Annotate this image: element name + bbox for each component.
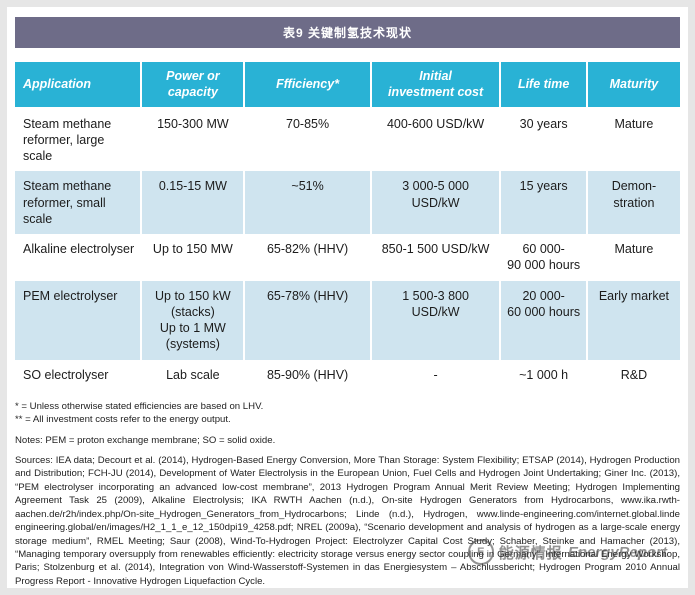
table-title-bar: 表9 关键制氢技术现状 <box>15 17 680 48</box>
table-cell: Steam methane reformer, small scale <box>15 171 142 234</box>
sources-paragraph: Sources: IEA data; Decourt et al. (2014)… <box>15 455 680 587</box>
table-cell: Mature <box>585 107 680 172</box>
table-cell: 30 years <box>499 107 587 172</box>
table-cell: 400-600 USD/kW <box>369 107 501 172</box>
table-cell: 60 000- 90 000 hours <box>499 234 587 281</box>
table-row: PEM electrolyser Up to 150 kW (stacks) U… <box>15 280 680 360</box>
table-title: 表9 关键制氢技术现状 <box>282 26 412 40</box>
header-cell-efficiency: Ffficiency* <box>243 62 371 109</box>
footnote-lhv: * = Unless otherwise stated efficiencies… <box>15 400 264 412</box>
table-row: Steam methane reformer, small scale 0.15… <box>15 171 680 234</box>
table-cell: 70-85% <box>243 107 371 172</box>
table-cell: 20 000- 60 000 hours <box>499 280 587 360</box>
table-cell: Alkaline electrolyser <box>23 242 135 256</box>
table-cell: 65-78% (HHV) <box>243 280 371 360</box>
header-cell-maturity: Maturity <box>585 62 680 109</box>
table-cell: 0.15-15 MW <box>140 171 245 234</box>
table-cell: - <box>369 359 501 390</box>
footnote-abbreviations: Notes: PEM = proton exchange membrane; S… <box>15 434 276 446</box>
table-cell: Lab scale <box>140 359 245 390</box>
table-cell: 15 years <box>499 171 587 234</box>
table-cell: 150-300 MW <box>140 107 245 172</box>
table-cell: R&D <box>585 359 680 390</box>
table-cell: Demon- stration <box>585 171 680 234</box>
table-cell: Up to 150 kW (stacks) Up to 1 MW (system… <box>140 280 245 360</box>
footnotes-block: * = Unless otherwise stated efficiencies… <box>15 400 680 588</box>
table-cell: SO electrolyser <box>23 367 109 382</box>
header-cell-application: Application <box>15 62 142 109</box>
table-row: SO electrolyser Lab scale 85-90% (HHV) -… <box>15 359 680 390</box>
table-cell: 65-82% (HHV) <box>243 234 371 281</box>
header-cell-lifetime: Life time <box>499 62 587 109</box>
footnote-investment: ** = All investment costs refer to the e… <box>15 414 231 426</box>
hydrogen-technology-table: Application Power or capacity Ffficiency… <box>15 62 680 390</box>
table-cell: ~1 000 h <box>499 359 587 390</box>
header-cell-investment: Initial investment cost <box>369 62 501 109</box>
table-cell: 85-90% (HHV) <box>243 359 371 390</box>
table-cell: 3 000-5 000 USD/kW <box>369 171 501 234</box>
table-cell: PEM electrolyser <box>15 280 142 360</box>
table-header-row: Application Power or capacity Ffficiency… <box>15 62 680 109</box>
table-cell: Up to 150 MW <box>140 234 245 281</box>
table-cell: Steam methane reformer, large scale <box>23 116 112 164</box>
table-cell: 1 500-3 800 USD/kW <box>369 280 501 360</box>
header-cell-power: Power or capacity <box>140 62 245 109</box>
table-cell: 850-1 500 USD/kW <box>369 234 501 281</box>
table-cell: Early market <box>585 280 680 360</box>
table-row: Steam methane reformer, large scale 150-… <box>15 107 680 172</box>
document-panel: 表9 关键制氢技术现状 Application Power or capacit… <box>7 7 688 588</box>
table-cell: Mature <box>585 234 680 281</box>
table-row: Alkaline electrolyser Up to 150 MW 65-82… <box>15 234 680 281</box>
table-cell: ~51% <box>243 171 371 234</box>
